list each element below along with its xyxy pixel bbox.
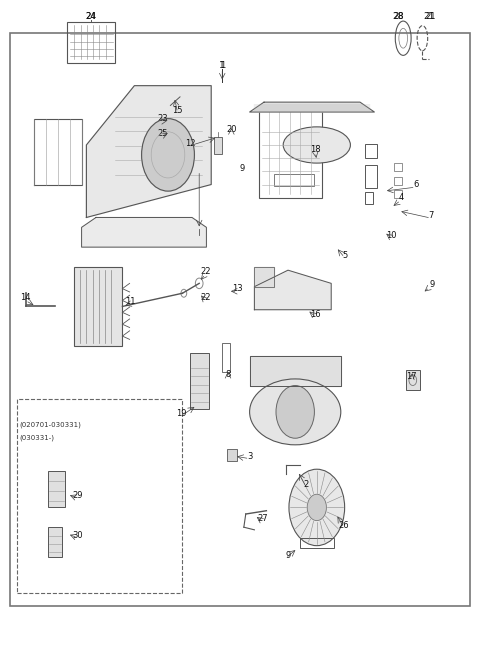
- Text: 18: 18: [310, 145, 321, 154]
- Text: 27: 27: [257, 514, 268, 523]
- Text: 13: 13: [232, 284, 243, 293]
- Ellipse shape: [250, 379, 341, 445]
- Text: 19: 19: [176, 409, 187, 418]
- Bar: [222, 343, 230, 372]
- Text: 17: 17: [406, 372, 417, 382]
- Bar: [67, 22, 115, 63]
- Bar: [406, 370, 420, 390]
- Text: 7: 7: [428, 211, 434, 220]
- Text: 20: 20: [226, 125, 237, 134]
- Text: 22: 22: [200, 267, 211, 276]
- Text: 29: 29: [72, 491, 83, 500]
- Text: 15: 15: [172, 105, 183, 115]
- Bar: [48, 471, 65, 507]
- Text: 21: 21: [425, 12, 436, 21]
- Bar: [365, 192, 373, 204]
- Text: 16: 16: [311, 310, 321, 319]
- Bar: [190, 353, 209, 409]
- Bar: [365, 144, 377, 158]
- Bar: [214, 137, 222, 154]
- Bar: [259, 109, 322, 198]
- Ellipse shape: [283, 127, 350, 163]
- Text: 3: 3: [247, 451, 252, 461]
- Circle shape: [276, 386, 314, 438]
- Bar: [394, 177, 402, 185]
- Bar: [300, 538, 334, 548]
- Text: 6: 6: [413, 180, 419, 189]
- Circle shape: [142, 119, 194, 191]
- Circle shape: [307, 494, 326, 521]
- Bar: [48, 527, 62, 557]
- Text: 9: 9: [286, 551, 290, 560]
- Text: 22: 22: [200, 293, 211, 302]
- Text: 9: 9: [240, 163, 245, 173]
- Text: 21: 21: [423, 12, 434, 21]
- Text: 24: 24: [85, 12, 96, 21]
- Bar: [74, 267, 122, 346]
- Text: 26: 26: [339, 521, 349, 530]
- Bar: [227, 449, 237, 461]
- Bar: [394, 190, 402, 198]
- Circle shape: [289, 469, 345, 546]
- Bar: [394, 163, 402, 171]
- Text: 30: 30: [72, 530, 83, 540]
- Text: (020701-030331): (020701-030331): [19, 422, 81, 428]
- Text: 24: 24: [85, 12, 96, 21]
- Bar: [17, 399, 182, 593]
- Text: 1: 1: [220, 61, 225, 71]
- Text: 10: 10: [386, 231, 397, 240]
- Bar: [274, 174, 314, 186]
- Text: 23: 23: [157, 114, 168, 123]
- Text: 12: 12: [185, 138, 195, 148]
- Text: 5: 5: [342, 250, 347, 260]
- Text: 14: 14: [20, 293, 31, 302]
- Text: 28: 28: [393, 12, 404, 21]
- Text: 1: 1: [219, 61, 225, 71]
- Text: 25: 25: [157, 129, 168, 138]
- Polygon shape: [82, 217, 206, 247]
- Polygon shape: [86, 86, 211, 217]
- Bar: [10, 33, 470, 606]
- Text: (030331-): (030331-): [19, 435, 54, 442]
- Text: 4: 4: [398, 193, 403, 202]
- Bar: [365, 165, 377, 188]
- Polygon shape: [250, 102, 374, 112]
- Polygon shape: [254, 267, 274, 287]
- Polygon shape: [250, 356, 341, 386]
- Text: 9: 9: [430, 280, 434, 289]
- Text: 2: 2: [304, 480, 309, 489]
- Polygon shape: [254, 270, 331, 310]
- Text: 11: 11: [125, 297, 136, 306]
- Text: 8: 8: [225, 370, 231, 379]
- Text: 28: 28: [393, 12, 404, 21]
